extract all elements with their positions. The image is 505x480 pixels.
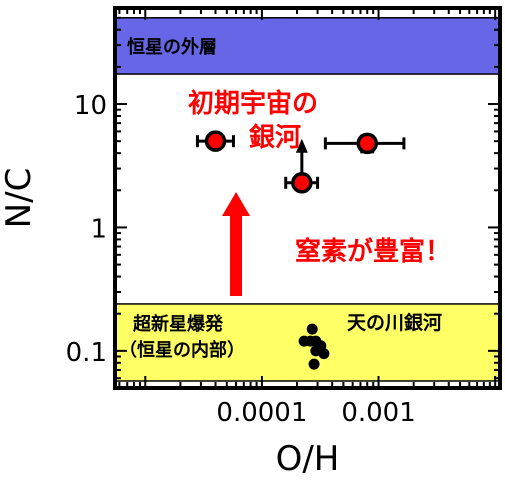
milky-way-label: 天の川銀河 [347, 311, 442, 334]
milky-way-point [308, 358, 320, 370]
early-galaxy-point [291, 172, 313, 194]
band-label-stellar-envelope: 恒星の外層 [127, 36, 217, 58]
lower-limit-arrowhead [295, 138, 308, 153]
early-galaxy-point [204, 130, 227, 152]
nitrogen-arrow-head [222, 192, 251, 216]
nitrogen-rich-label: 窒素が豊富！ [295, 236, 451, 267]
plot-frame [113, 6, 502, 390]
early-galaxy-point [356, 132, 378, 155]
band-label-supernova-line-1: （恒星の内部） [119, 339, 245, 361]
band-stellar-envelope [114, 17, 501, 75]
early-galaxy-label-line-0: 初期宇宙の [188, 88, 318, 119]
x-tick-label: 0.001 [341, 398, 415, 428]
y-axis-label: N/C [0, 168, 39, 229]
milky-way-point [318, 348, 330, 360]
y-tick-label: 0.1 [66, 338, 107, 368]
early-galaxy-label-line-1: 銀河 [249, 123, 301, 153]
x-tick-label: 0.0001 [216, 398, 307, 428]
y-tick-label: 10 [74, 91, 107, 121]
milky-way-point [306, 323, 318, 335]
band-supernova [114, 303, 501, 382]
marks-layer [195, 130, 406, 370]
band-label-supernova-line-0: 超新星爆発 [133, 313, 224, 335]
x-axis-label: O/H [276, 439, 340, 479]
nitrogen-arrow-shaft [230, 214, 243, 296]
y-tick-label: 1 [90, 214, 107, 244]
